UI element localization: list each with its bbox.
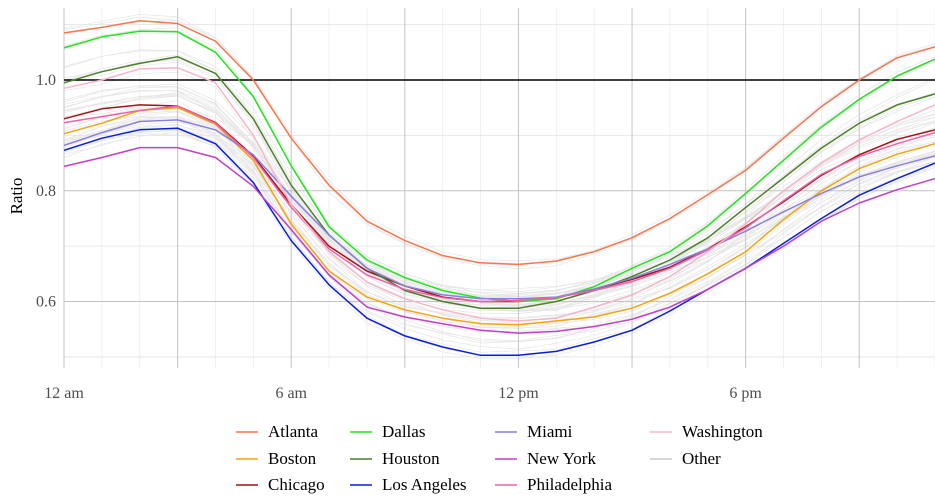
other-city-line [63, 90, 935, 298]
legend-item-other: Other [650, 449, 721, 468]
series-line-miami [63, 119, 935, 300]
y-axis-title: Ratio [7, 178, 26, 215]
other-city-line [63, 95, 935, 293]
legend-label: Dallas [382, 422, 425, 441]
series-line-los-angeles [63, 127, 935, 357]
legend-item-new-york: New York [495, 449, 596, 468]
x-tick-label: 6 pm [729, 385, 762, 402]
legend-item-los-angeles: Los Angeles [350, 475, 467, 494]
y-axis-ticks: 0.6 0.8 1.0 [36, 72, 56, 311]
legend-item-chicago: Chicago [236, 475, 325, 494]
other-city-line [63, 29, 935, 297]
other-city-line [63, 119, 935, 342]
legend-item-dallas: Dallas [350, 422, 425, 441]
y-tick-label: 0.8 [36, 183, 56, 200]
legend-label: Miami [527, 422, 573, 441]
other-city-line [63, 16, 935, 261]
series-line-philadelphia [63, 105, 935, 303]
y-tick-label: 1.0 [36, 72, 56, 89]
x-axis-ticks: 12 am 6 am 12 pm 6 pm [44, 385, 762, 402]
other-city-line [63, 50, 935, 312]
x-tick-label: 12 pm [498, 385, 539, 402]
legend-label: Chicago [268, 475, 325, 494]
legend-label: Boston [268, 449, 317, 468]
series-line-houston [63, 55, 935, 309]
legend-item-houston: Houston [350, 449, 440, 468]
other-city-line [63, 128, 935, 309]
other-city-line [63, 95, 935, 342]
series-lines [63, 19, 935, 357]
legend-label: Atlanta [268, 422, 318, 441]
other-city-line [63, 110, 935, 320]
x-tick-label: 6 am [275, 385, 307, 402]
plot-panel [63, 8, 935, 368]
legend-label: Washington [682, 422, 763, 441]
other-city-line [63, 116, 935, 330]
legend-label: Other [682, 449, 721, 468]
legend-item-boston: Boston [236, 449, 317, 468]
y-tick-label: 0.6 [36, 294, 56, 311]
series-line-atlanta [63, 19, 935, 266]
series-line-new-york [63, 146, 935, 334]
other-city-line [63, 27, 935, 298]
other-city-line [63, 129, 935, 324]
legend-label: Los Angeles [382, 475, 467, 494]
legend-item-miami: Miami [495, 422, 573, 441]
legend-item-philadelphia: Philadelphia [495, 475, 612, 494]
x-tick-label: 12 am [44, 385, 84, 402]
legend-label: Philadelphia [527, 475, 612, 494]
legend-label: New York [527, 449, 596, 468]
other-city-line [63, 117, 935, 299]
series-line-dallas [63, 30, 935, 303]
series-line-washington [63, 67, 935, 322]
series-line-boston [63, 106, 935, 326]
other-city-line [63, 106, 935, 314]
legend-label: Houston [382, 449, 440, 468]
legend: Atlanta Boston Chicago Dallas Houston Los Ang… [236, 422, 763, 494]
other-city-line [63, 92, 935, 322]
legend-item-washington: Washington [650, 422, 763, 441]
other-city-line [63, 116, 935, 344]
legend-item-atlanta: Atlanta [236, 422, 318, 441]
other-city-line [63, 49, 935, 305]
